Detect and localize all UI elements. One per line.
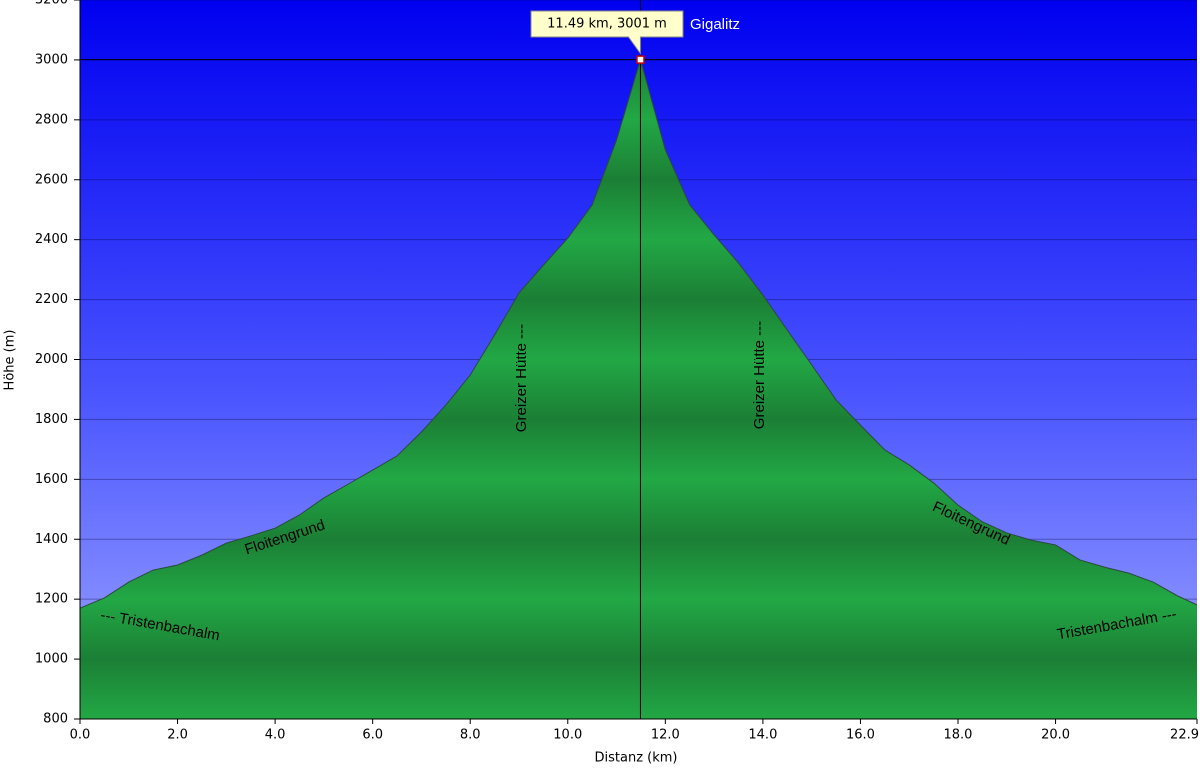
tooltip-box (530, 10, 684, 56)
annotation: Greizer Hütte --- (751, 321, 768, 429)
x-axis-title: Distanz (km) (595, 751, 678, 766)
x-tick-label: 4.0 (265, 728, 286, 743)
x-tick-label: 0.0 (70, 728, 91, 743)
marker-point (636, 55, 645, 64)
x-tick-label: 10.0 (553, 728, 582, 743)
x-tick-label: 14.0 (748, 728, 777, 743)
y-tick-label: 800 (43, 712, 68, 727)
y-tick-label: 1800 (35, 412, 68, 427)
x-tick-label: 6.0 (362, 728, 383, 743)
y-tick-label: 1400 (35, 532, 68, 547)
elevation-area (80, 59, 1197, 720)
x-tick-label: 8.0 (460, 728, 481, 743)
annotation: Greizer Hütte --- (513, 324, 530, 432)
y-tick-label: 2600 (35, 172, 68, 187)
x-tick-label: 2.0 (167, 728, 188, 743)
y-axis-title: Höhe (m) (3, 330, 18, 391)
tooltip-label: 11.49 km, 3001 m (547, 17, 667, 32)
y-tick-label: 2000 (35, 352, 68, 367)
y-tick-label: 1600 (35, 472, 68, 487)
peak-name: Gigalitz (690, 16, 740, 33)
y-tick-label: 2200 (35, 292, 68, 307)
x-tick-label: 20.0 (1041, 728, 1070, 743)
x-tick-label: 16.0 (846, 728, 875, 743)
y-tick-label: 2400 (35, 232, 68, 247)
x-tick-label: 18.0 (944, 728, 973, 743)
x-tick-label: 12.0 (651, 728, 680, 743)
y-tick-label: 2800 (35, 112, 68, 127)
y-tick-label: 3000 (35, 52, 68, 67)
y-tick-label: 3200 (35, 0, 68, 8)
y-tick-label: 1000 (35, 652, 68, 667)
y-tick-label: 1200 (35, 592, 68, 607)
x-tick-label: 22.9 (1170, 728, 1199, 743)
